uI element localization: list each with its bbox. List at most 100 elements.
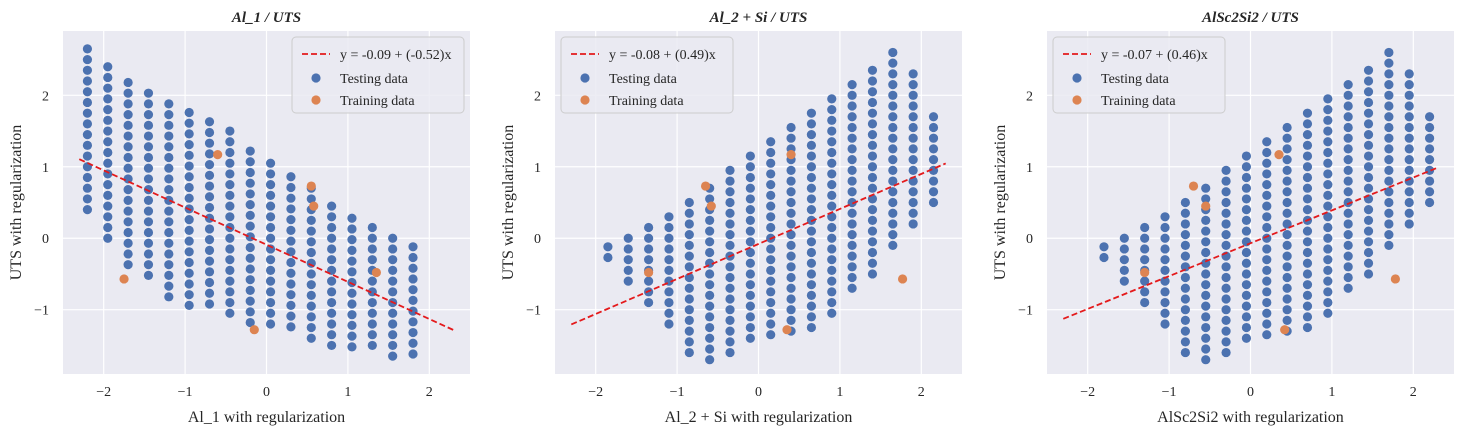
testing-point <box>1099 242 1109 252</box>
testing-point <box>1282 122 1292 133</box>
testing-point <box>1160 244 1170 254</box>
testing-point <box>725 305 735 315</box>
testing-point <box>347 245 357 255</box>
testing-point <box>725 197 735 208</box>
x-axis-label: Al_2 + Si with regularization <box>665 409 853 426</box>
testing-point <box>888 69 898 79</box>
testing-point <box>184 182 194 193</box>
testing-point <box>766 212 776 222</box>
testing-point <box>1221 240 1231 250</box>
testing-point <box>306 280 316 290</box>
testing-point <box>1363 130 1374 140</box>
testing-point <box>123 249 133 259</box>
x-tick-label: −1 <box>670 385 685 400</box>
testing-point <box>265 233 276 243</box>
testing-point <box>1282 315 1292 326</box>
testing-point <box>1363 151 1374 161</box>
testing-point <box>1180 230 1190 240</box>
testing-point <box>367 340 377 351</box>
legend-training-label: Training data <box>609 94 684 109</box>
testing-point <box>725 165 735 175</box>
testing-point <box>786 240 796 250</box>
testing-point <box>1282 262 1292 272</box>
testing-point <box>1201 355 1211 365</box>
testing-point <box>725 187 735 197</box>
testing-point <box>164 152 174 163</box>
testing-point <box>1241 237 1252 247</box>
testing-point <box>306 290 316 300</box>
testing-point <box>204 288 215 298</box>
testing-point <box>1343 272 1353 283</box>
chart-title: AlSc2Si2 / UTS <box>1201 10 1299 26</box>
testing-point <box>245 167 255 178</box>
testing-point <box>1262 330 1272 340</box>
testing-point <box>1343 112 1353 122</box>
testing-point <box>806 301 817 311</box>
testing-point <box>684 347 694 358</box>
testing-point <box>928 176 939 186</box>
testing-point <box>908 155 918 165</box>
testing-point <box>1363 87 1374 97</box>
testing-point <box>1384 165 1394 175</box>
testing-point <box>306 247 316 258</box>
testing-point <box>1404 122 1414 133</box>
testing-point <box>82 76 93 86</box>
testing-point <box>103 94 113 104</box>
testing-point <box>1363 65 1374 75</box>
testing-point <box>265 287 276 297</box>
testing-point <box>204 127 215 138</box>
testing-point <box>1363 226 1374 236</box>
testing-point <box>245 253 255 263</box>
testing-point <box>725 337 735 347</box>
y-tick-label: −1 <box>1018 304 1033 319</box>
testing-point <box>806 172 817 183</box>
testing-point <box>204 117 215 127</box>
testing-point <box>347 235 357 245</box>
testing-point <box>766 190 776 200</box>
x-tick-label: 0 <box>263 385 270 400</box>
testing-point <box>204 213 215 223</box>
testing-point <box>225 297 235 308</box>
testing-point <box>1343 176 1353 186</box>
testing-point <box>888 230 898 240</box>
testing-point <box>245 317 255 328</box>
testing-point <box>705 312 715 322</box>
training-point <box>1201 201 1211 211</box>
y-tick-label: 1 <box>1026 161 1033 176</box>
testing-point <box>1180 240 1190 250</box>
y-tick-label: 2 <box>534 89 541 104</box>
testing-point <box>204 267 215 277</box>
testing-point <box>827 244 837 254</box>
testing-point <box>225 147 235 158</box>
testing-point <box>847 112 857 122</box>
testing-point <box>306 269 316 279</box>
testing-point <box>103 72 113 83</box>
testing-point <box>204 245 215 255</box>
testing-point <box>1201 269 1211 279</box>
testing-point <box>1323 126 1333 136</box>
testing-point <box>82 205 93 215</box>
testing-point <box>123 185 133 195</box>
testing-point <box>1282 165 1292 175</box>
testing-point <box>766 180 776 190</box>
testing-point <box>644 255 654 265</box>
testing-point <box>705 237 715 247</box>
testing-point <box>908 187 918 197</box>
testing-point <box>1180 305 1190 315</box>
testing-point <box>684 337 694 347</box>
testing-point <box>225 212 235 222</box>
testing-point <box>204 181 215 191</box>
testing-point <box>1343 133 1353 143</box>
testing-point <box>664 319 674 329</box>
testing-point <box>867 247 878 258</box>
testing-point <box>408 252 418 263</box>
testing-point <box>1241 312 1252 322</box>
legend-training-swatch <box>311 95 321 105</box>
y-tick-label: 2 <box>1026 89 1033 104</box>
testing-point <box>908 165 918 175</box>
testing-point <box>766 287 776 297</box>
fit-line <box>1062 166 1439 320</box>
testing-point <box>388 319 398 329</box>
testing-point <box>388 351 398 361</box>
x-tick-label: 1 <box>836 385 843 400</box>
